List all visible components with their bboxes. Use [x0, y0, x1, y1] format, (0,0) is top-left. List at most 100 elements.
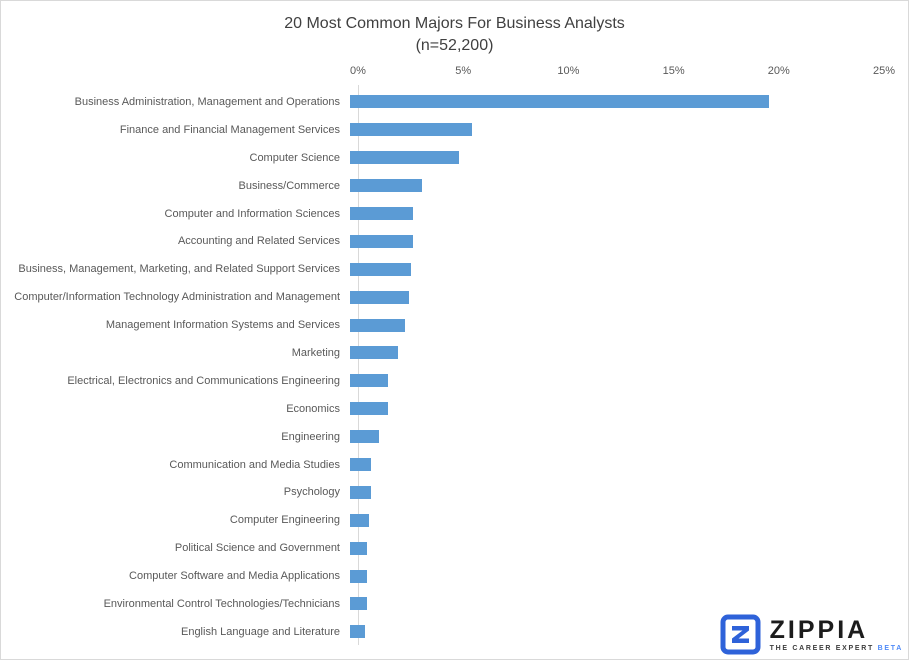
chart-row: Business Administration, Management and …	[1, 88, 908, 116]
bar-track	[350, 290, 876, 304]
chart-row: Accounting and Related Services	[1, 227, 908, 255]
chart-row: English Language and Literature	[1, 618, 908, 646]
x-tick-label: 15%	[662, 65, 685, 77]
category-label: Marketing	[291, 346, 340, 359]
chart-row: Electrical, Electronics and Communicatio…	[1, 367, 908, 395]
x-tick-label: 0%	[350, 65, 366, 77]
bar	[350, 151, 460, 165]
bar	[350, 430, 380, 444]
category-label: Communication and Media Studies	[169, 458, 340, 471]
category-label: Psychology	[283, 486, 340, 499]
bar-track	[350, 262, 876, 276]
bar-track	[350, 95, 876, 109]
category-label: Computer and Information Sciences	[164, 207, 340, 220]
category-label: Computer Science	[249, 151, 341, 164]
bar	[350, 458, 372, 472]
bar-track	[350, 458, 876, 472]
bar-track	[350, 234, 876, 248]
bar-track	[350, 430, 876, 444]
bar	[350, 207, 414, 220]
category-label: Engineering	[281, 430, 340, 443]
category-label: Electrical, Electronics and Communicatio…	[67, 374, 340, 387]
chart-row: Economics	[1, 395, 908, 423]
zippia-z-icon	[720, 614, 761, 655]
bar	[350, 625, 365, 639]
category-label: Accounting and Related Services	[177, 235, 340, 248]
bar	[350, 485, 372, 499]
bar	[350, 95, 769, 109]
category-label: Business Administration, Management and …	[74, 95, 340, 108]
chart-row: Computer Engineering	[1, 506, 908, 534]
bar-track	[350, 402, 876, 416]
logo-beta-badge: BETA	[877, 645, 903, 652]
bar	[350, 513, 369, 527]
chart-row: Computer Science	[1, 144, 908, 172]
category-label: Economics	[286, 402, 340, 415]
chart-row: Computer and Information Sciences	[1, 200, 908, 228]
zippia-logo-text: ZIPPIA THE CAREER EXPERT BETA	[770, 617, 903, 652]
chart-row: Engineering	[1, 423, 908, 451]
category-label: Environmental Control Technologies/Techn…	[103, 597, 340, 610]
bar-track	[350, 513, 876, 527]
logo-tagline-text: THE CAREER EXPERT	[769, 645, 874, 652]
x-tick-label: 20%	[767, 65, 790, 77]
bar-track	[350, 179, 876, 193]
bar	[350, 290, 409, 304]
zippia-logo-name: ZIPPIA	[769, 616, 869, 644]
bar	[350, 569, 367, 583]
bar-track	[350, 318, 876, 332]
category-label: Computer Software and Media Applications	[129, 570, 340, 583]
chart-row: Business/Commerce	[1, 172, 908, 200]
x-axis: 0% 5% 10% 15% 20% 25%	[350, 65, 895, 81]
bar-track	[350, 151, 876, 165]
chart-row: Management Information Systems and Servi…	[1, 311, 908, 339]
title-block: 20 Most Common Majors For Business Analy…	[1, 12, 908, 57]
chart-row: Computer Software and Media Applications	[1, 562, 908, 590]
category-label: Finance and Financial Management Service…	[119, 123, 340, 136]
bar	[350, 374, 388, 388]
bar	[350, 262, 412, 276]
bar-track	[350, 485, 876, 499]
category-label: Computer Engineering	[229, 514, 340, 527]
x-tick-label: 5%	[455, 65, 472, 77]
zippia-logo: ZIPPIA THE CAREER EXPERT BETA	[720, 614, 903, 655]
category-label: Political Science and Government	[174, 542, 340, 555]
chart-row: Communication and Media Studies	[1, 451, 908, 479]
bar	[350, 541, 367, 555]
chart-row: Political Science and Government	[1, 534, 908, 562]
category-label: English Language and Literature	[180, 625, 340, 638]
bar	[350, 597, 367, 611]
category-label: Management Information Systems and Servi…	[105, 319, 340, 332]
chart-row: Business, Management, Marketing, and Rel…	[1, 255, 908, 283]
chart-row: Environmental Control Technologies/Techn…	[1, 590, 908, 618]
category-label: Computer/Information Technology Administ…	[14, 291, 340, 304]
bar-rows: Business Administration, Management and …	[1, 88, 908, 646]
y-axis-line	[358, 85, 359, 645]
bar	[350, 123, 473, 137]
chart-title: 20 Most Common Majors For Business Analy…	[284, 15, 625, 32]
chart-subtitle: (n=52,200)	[415, 37, 494, 54]
bar-track	[350, 123, 876, 137]
bar	[350, 234, 414, 248]
chart-row: Psychology	[1, 478, 908, 506]
bar-track	[350, 346, 876, 360]
x-tick-label: 25%	[872, 65, 896, 77]
chart-row: Finance and Financial Management Service…	[1, 116, 908, 144]
category-label: Business, Management, Marketing, and Rel…	[18, 263, 340, 276]
bar	[350, 346, 399, 360]
bar-track	[350, 569, 876, 583]
zippia-logo-tagline: THE CAREER EXPERT BETA	[770, 645, 903, 652]
bar-track	[350, 541, 876, 555]
category-label: Business/Commerce	[238, 179, 340, 192]
chart-row: Computer/Information Technology Administ…	[1, 283, 908, 311]
x-tick-label: 10%	[557, 65, 580, 77]
bar	[350, 179, 422, 193]
bar	[350, 402, 388, 416]
bar	[350, 318, 405, 332]
bar-track	[350, 597, 876, 611]
bar-track	[350, 625, 876, 639]
bar-track	[350, 207, 876, 220]
chart-row: Marketing	[1, 339, 908, 367]
bar-track	[350, 374, 876, 388]
